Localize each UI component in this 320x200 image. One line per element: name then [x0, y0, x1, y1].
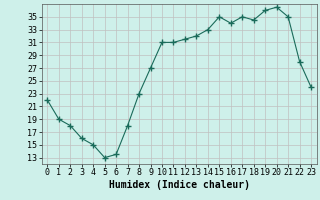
X-axis label: Humidex (Indice chaleur): Humidex (Indice chaleur)	[109, 180, 250, 190]
